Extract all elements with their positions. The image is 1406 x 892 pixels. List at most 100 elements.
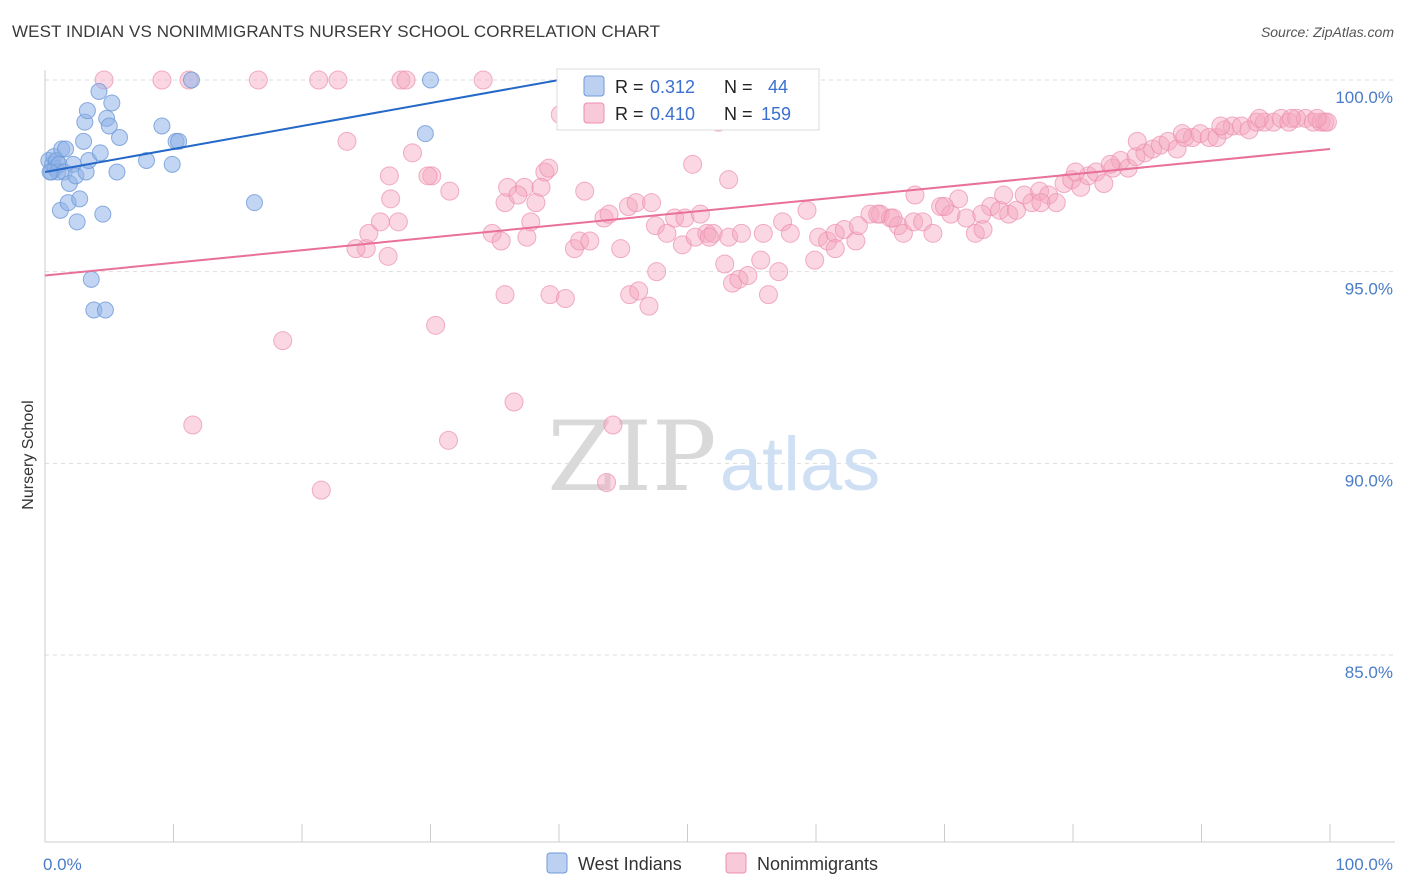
legend-n-label: N = <box>724 104 753 124</box>
bottom-legend-swatch-nonimmigrants <box>725 852 747 874</box>
nonimmigrants-point <box>868 204 888 224</box>
nonimmigrants-point <box>848 216 868 236</box>
nonimmigrants-point <box>531 177 551 197</box>
stats-legend: R = 0.312 N = 44 R = 0.410 N = 159 <box>556 68 820 131</box>
nonimmigrants-point <box>473 70 493 90</box>
nonimmigrants-point <box>1014 185 1034 205</box>
nonimmigrants-point <box>941 204 961 224</box>
nonimmigrants-point <box>769 262 789 282</box>
nonimmigrants-point <box>1031 193 1051 213</box>
nonimmigrants-point <box>504 392 524 412</box>
nonimmigrants-point <box>438 430 458 450</box>
west-indians-point <box>103 94 121 112</box>
nonimmigrants-point <box>738 266 758 285</box>
nonimmigrants-point <box>751 250 771 270</box>
legend-n-label: N = <box>724 77 753 97</box>
nonimmigrants-point <box>337 131 357 151</box>
nonimmigrants-point <box>381 189 401 209</box>
nonimmigrants-point <box>495 285 515 305</box>
west-indians-point <box>71 190 89 208</box>
nonimmigrants-point <box>1094 174 1114 193</box>
nonimmigrants-point <box>1172 124 1192 144</box>
nonimmigrants-point <box>1100 154 1120 174</box>
nonimmigrants-point <box>703 223 723 243</box>
west-indians-point <box>422 71 439 89</box>
west-indians-point <box>96 301 114 319</box>
nonimmigrants-point <box>152 70 172 90</box>
y-tick-label: 90.0% <box>1345 471 1393 490</box>
nonimmigrants-point <box>526 193 546 213</box>
west-indians-point <box>163 155 181 173</box>
nonimmigrants-point <box>753 223 773 243</box>
y-tick-label: 95.0% <box>1345 280 1393 299</box>
west-indians-point <box>91 144 109 162</box>
watermark: ZIP atlas <box>547 401 880 513</box>
nonimmigrants-point <box>603 415 623 435</box>
nonimmigrants-point <box>818 231 838 251</box>
nonimmigrants-point <box>1039 185 1059 205</box>
watermark-zip: ZIP <box>547 401 716 513</box>
nonimmigrants-point <box>629 281 649 301</box>
west-indians-point <box>245 194 263 212</box>
nonimmigrants-point <box>328 70 348 90</box>
west-indians-point <box>94 205 112 223</box>
grid-lines <box>45 79 1395 656</box>
nonimmigrants-point <box>248 70 268 90</box>
nonimmigrants-point <box>1249 108 1269 128</box>
legend-swatch-west-indians <box>583 75 605 97</box>
nonimmigrants-point <box>597 473 617 492</box>
legend-n-value: 159 <box>761 104 791 124</box>
nonimmigrants-point <box>719 227 739 247</box>
legend-r-label: R = <box>615 104 644 124</box>
nonimmigrants-point <box>508 185 528 205</box>
nonimmigrants-point <box>825 239 845 259</box>
nonimmigrants-point <box>758 285 778 305</box>
x-tick-label: 0.0% <box>43 855 82 874</box>
chart-title: WEST INDIAN VS NONIMMIGRANTS NURSERY SCH… <box>12 22 661 41</box>
nonimmigrants-point <box>715 254 735 274</box>
west-indians-point <box>57 140 75 158</box>
nonimmigrants-point <box>699 227 719 247</box>
nonimmigrants-point <box>311 480 331 500</box>
west-indians-point <box>108 163 126 181</box>
nonimmigrants-point <box>309 70 329 90</box>
west-indians-point <box>153 117 171 135</box>
nonimmigrants-point <box>539 158 559 178</box>
nonimmigrants-point <box>580 231 600 251</box>
nonimmigrants-point <box>1066 162 1086 182</box>
trend-lines <box>44 79 1331 277</box>
bottom-legend-swatch-west-indians <box>546 852 568 874</box>
nonimmigrants-point <box>1211 116 1231 136</box>
west-indians-point <box>111 129 129 146</box>
nonimmigrants-point <box>273 331 293 351</box>
west-indians-trend-line <box>44 79 560 173</box>
nonimmigrants-point <box>719 170 739 190</box>
legend-r-label: R = <box>615 77 644 97</box>
nonimmigrants-point <box>626 193 646 213</box>
nonimmigrants-point <box>683 154 703 174</box>
nonimmigrants-point <box>834 220 854 239</box>
nonimmigrants-point <box>379 166 399 186</box>
nonimmigrants-point <box>639 296 659 316</box>
nonimmigrants-point <box>647 262 667 282</box>
nonimmigrants-point <box>540 285 560 305</box>
nonimmigrants-point <box>396 70 416 90</box>
nonimmigrants-point <box>514 177 534 197</box>
legend-swatch-nonimmigrants <box>583 102 605 124</box>
bottom-legend-west-indians: West Indians <box>578 854 682 874</box>
west-indians-point <box>78 102 96 120</box>
nonimmigrants-point <box>346 239 366 259</box>
nonimmigrants-point <box>403 143 423 163</box>
west-indians-point <box>182 71 200 89</box>
west-indians-point <box>75 132 93 150</box>
west-indians-point <box>138 152 156 169</box>
nonimmigrants-point <box>883 208 903 228</box>
nonimmigrants-trend-line <box>44 148 1331 277</box>
y-axis-title: Nursery School <box>20 400 37 509</box>
nonimmigrants-point <box>685 227 705 247</box>
nonimmigrants-point <box>657 223 677 243</box>
nonimmigrants-point <box>846 231 866 251</box>
nonimmigrants-point <box>1071 177 1091 197</box>
nonimmigrants-point <box>183 415 203 435</box>
x-tick-label: 100.0% <box>1335 855 1393 874</box>
